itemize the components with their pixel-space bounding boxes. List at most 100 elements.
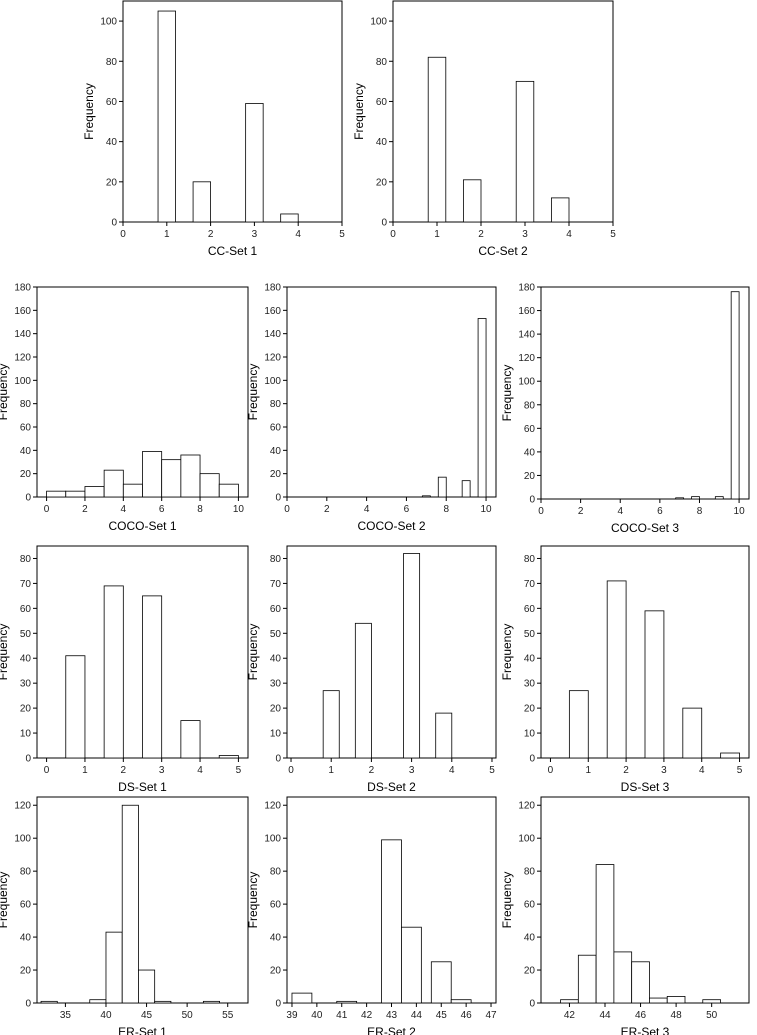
y-tick-label: 0 <box>275 754 281 765</box>
histogram-bar <box>291 992 313 1004</box>
y-tick-label: 50 <box>524 629 536 640</box>
y-tick-label: 40 <box>376 137 388 148</box>
histogram-bar <box>65 655 86 759</box>
x-tick-label: 5 <box>489 765 495 776</box>
x-tick-label: 0 <box>288 765 294 776</box>
x-tick-label: 1 <box>585 765 591 776</box>
y-axis-title: Frequency <box>246 364 260 421</box>
x-tick-label: 1 <box>328 765 334 776</box>
x-tick-label: 2 <box>121 765 127 776</box>
histogram-bar <box>613 951 633 1004</box>
y-tick-label: 20 <box>106 177 118 188</box>
y-axis-title: Frequency <box>0 624 10 681</box>
x-tick-label: 4 <box>197 765 203 776</box>
x-tick-label: 3 <box>409 765 415 776</box>
x-tick-label: 5 <box>236 765 242 776</box>
x-tick-label: 0 <box>538 506 544 517</box>
x-tick-label: 1 <box>82 765 88 776</box>
histogram-panel: 0 20 40 60 80 100 0 1 2 3 4 5 CC-Set 2 Frequency <box>352 0 616 258</box>
y-tick-label: 20 <box>270 469 282 480</box>
y-axis-title: Frequency <box>82 83 96 140</box>
x-tick-label: 55 <box>222 1010 234 1021</box>
x-tick-label: 40 <box>100 1010 112 1021</box>
histogram-bar <box>280 213 299 223</box>
y-tick-label: 60 <box>376 97 388 108</box>
y-tick-label: 40 <box>20 933 32 944</box>
y-tick-label: 80 <box>376 57 388 68</box>
histogram-bar <box>430 961 452 1004</box>
y-tick-label: 60 <box>270 604 282 615</box>
y-tick-label: 60 <box>524 604 536 615</box>
histogram-bar <box>421 495 431 498</box>
plot-frame <box>286 286 497 498</box>
x-tick-label: 48 <box>671 1010 683 1021</box>
histogram-bar <box>202 1000 220 1004</box>
x-axis-title: CC-Set 2 <box>478 244 528 258</box>
y-tick-label: 140 <box>518 330 535 341</box>
y-axis-title: Frequency <box>0 872 10 929</box>
y-axis-title: Frequency <box>500 365 514 422</box>
y-tick-label: 0 <box>25 999 31 1010</box>
y-tick-label: 60 <box>20 604 32 615</box>
y-tick-label: 80 <box>20 554 32 565</box>
histogram-bar <box>401 926 422 1004</box>
histogram-bar <box>199 473 220 498</box>
y-tick-label: 20 <box>524 966 536 977</box>
x-tick-label: 0 <box>120 229 126 240</box>
y-tick-label: 70 <box>524 579 536 590</box>
histogram-bar <box>121 804 139 1004</box>
histogram-bar <box>730 291 740 500</box>
histogram-bar <box>354 622 372 759</box>
histogram-bar <box>103 585 124 759</box>
histogram-bar <box>568 690 589 759</box>
histogram-panel: 0 10 20 30 40 50 60 70 80 0 1 2 3 4 5 DS-Set 1 Frequency <box>0 545 249 794</box>
x-tick-label: 4 <box>699 765 705 776</box>
plot-frame <box>540 286 750 500</box>
histogram-panel: 0 20 40 60 80 100 120 39 40 41 42 43 44 45 46 47 ER-Set … <box>246 796 497 1035</box>
histogram-bar <box>714 496 724 500</box>
histogram-bar <box>142 451 163 498</box>
x-tick-label: 8 <box>197 504 203 515</box>
y-tick-label: 40 <box>20 446 32 457</box>
histogram-bar <box>560 999 579 1004</box>
histogram-bar <box>631 961 650 1004</box>
y-tick-label: 120 <box>14 801 31 812</box>
x-tick-label: 2 <box>82 504 88 515</box>
y-tick-label: 10 <box>524 729 536 740</box>
histogram-bar <box>180 454 201 498</box>
x-tick-label: 42 <box>361 1010 373 1021</box>
histogram-bar <box>138 969 156 1004</box>
y-tick-label: 0 <box>381 218 387 229</box>
y-tick-label: 60 <box>270 900 282 911</box>
y-tick-label: 80 <box>270 554 282 565</box>
histogram-bar <box>154 1000 172 1004</box>
y-tick-label: 180 <box>518 283 535 294</box>
y-tick-label: 100 <box>14 376 31 387</box>
x-tick-label: 46 <box>635 1010 647 1021</box>
x-tick-label: 4 <box>566 229 572 240</box>
histogram-bar <box>720 752 740 759</box>
x-axis-title: COCO-Set 3 <box>611 521 679 535</box>
x-tick-label: 10 <box>480 504 492 515</box>
histogram-bar <box>218 483 239 498</box>
x-tick-label: 1 <box>434 229 440 240</box>
y-tick-label: 0 <box>275 493 281 504</box>
x-axis-title: CC-Set 1 <box>208 244 258 258</box>
histogram-bar <box>644 610 665 759</box>
y-tick-label: 120 <box>14 353 31 364</box>
y-tick-label: 100 <box>370 17 387 28</box>
x-tick-label: 5 <box>610 229 616 240</box>
histogram-bar <box>462 179 482 223</box>
y-tick-label: 60 <box>20 423 32 434</box>
histogram-bar <box>675 497 685 500</box>
x-tick-label: 10 <box>233 504 245 515</box>
x-tick-label: 5 <box>339 229 345 240</box>
y-tick-label: 140 <box>264 329 281 340</box>
y-tick-label: 40 <box>270 933 282 944</box>
y-tick-label: 140 <box>14 329 31 340</box>
x-tick-label: 2 <box>324 504 330 515</box>
x-tick-label: 4 <box>449 765 455 776</box>
x-tick-label: 10 <box>734 506 746 517</box>
x-tick-label: 44 <box>411 1010 423 1021</box>
y-axis-title: Frequency <box>500 624 514 681</box>
